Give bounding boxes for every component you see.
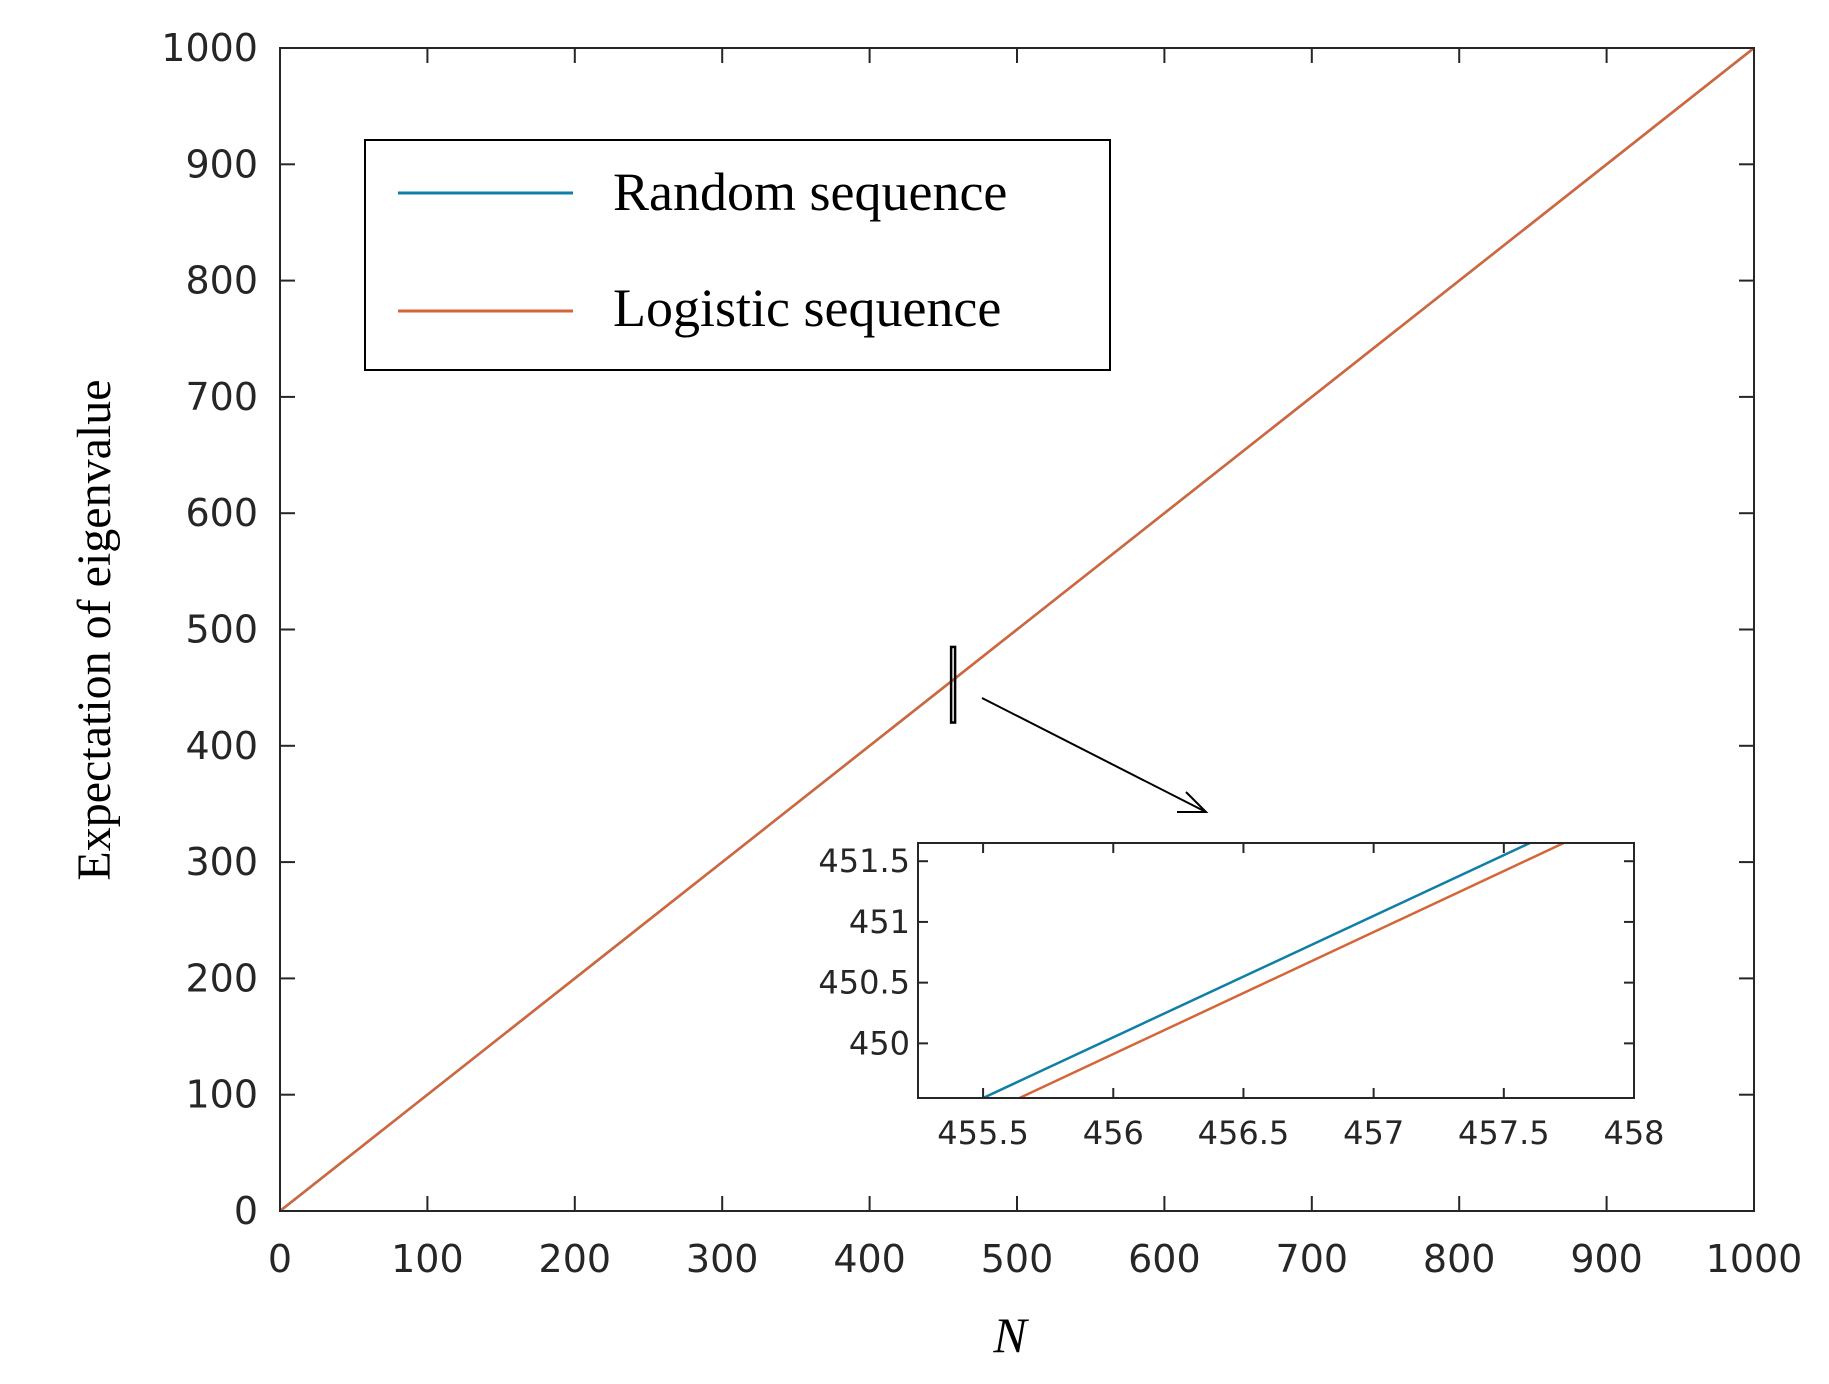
legend-label-random-sequence: Random sequence — [613, 162, 1007, 222]
main-axes: 0 100 200 300 400 500 600 700 800 900 1000 0 100 200 3… — [68, 26, 1802, 1363]
x-tick-label: 800 — [1423, 1237, 1496, 1281]
inset-series-line-random-sequence — [982, 841, 1531, 1100]
main-y-axis-label: Expectation of eigenvalue — [68, 379, 121, 880]
main-tick-labels: 0 100 200 300 400 500 600 700 800 900 1000 0 100 200 3… — [161, 26, 1802, 1281]
zoom-arrow — [981, 697, 1207, 813]
x-tick-label: 900 — [1570, 1237, 1643, 1281]
x-tick-label: 400 — [833, 1237, 906, 1281]
inset-tick-labels: 455.5 456 456.5 457 457.5 458 450 450.5 451 451.5 — [818, 842, 1664, 1152]
series-line-logistic-sequence — [279, 47, 1755, 1212]
inset-plot-box — [917, 842, 1635, 1099]
inset-x-tick-label: 458 — [1603, 1114, 1664, 1152]
y-tick-label: 100 — [185, 1073, 258, 1117]
inset-y-tick-label: 451.5 — [818, 842, 910, 880]
x-tick-label: 500 — [981, 1237, 1054, 1281]
y-tick-label: 700 — [185, 375, 258, 419]
inset-series-group — [982, 841, 1565, 1100]
legend: Random sequence Logistic sequence — [364, 139, 1111, 371]
inset-x-tick-label: 456.5 — [1198, 1114, 1290, 1152]
y-tick-label: 1000 — [161, 26, 258, 70]
inset-y-tick-label: 451 — [849, 903, 910, 941]
main-series-group — [279, 47, 1755, 1212]
main-ticks — [279, 47, 1755, 1212]
y-tick-label: 300 — [185, 840, 258, 884]
x-tick-label: 100 — [391, 1237, 464, 1281]
y-tick-label: 800 — [185, 259, 258, 303]
zoom-box — [949, 645, 957, 724]
zoom-arrow-head — [1177, 791, 1209, 813]
legend-label-logistic-sequence: Logistic sequence — [613, 278, 1001, 338]
inset-x-tick-label: 456 — [1083, 1114, 1144, 1152]
inset-x-tick-label: 455.5 — [937, 1114, 1029, 1152]
inset-x-tick-label: 457 — [1343, 1114, 1404, 1152]
y-tick-label: 400 — [185, 724, 258, 768]
inset-y-tick-label: 450 — [849, 1024, 910, 1062]
main-x-axis-label: N — [992, 1307, 1029, 1363]
x-tick-label: 1000 — [1706, 1237, 1803, 1281]
inset-series-line-logistic-sequence — [1018, 841, 1565, 1100]
y-tick-label: 900 — [185, 142, 258, 186]
inset-y-tick-label: 450.5 — [818, 964, 910, 1002]
inset-background — [918, 843, 1634, 1098]
x-tick-label: 600 — [1128, 1237, 1201, 1281]
x-tick-label: 0 — [268, 1237, 292, 1281]
inset-x-tick-label: 457.5 — [1458, 1114, 1550, 1152]
x-tick-label: 300 — [686, 1237, 759, 1281]
inset-ticks — [918, 843, 1635, 1098]
y-tick-label: 200 — [185, 956, 258, 1000]
x-tick-label: 700 — [1276, 1237, 1349, 1281]
zoom-annotation — [949, 645, 1209, 813]
y-tick-label: 0 — [234, 1189, 258, 1233]
inset-axes: 455.5 456 456.5 457 457.5 458 450 450.5 451 451.5 — [818, 841, 1665, 1152]
legend-box — [364, 139, 1111, 371]
y-tick-label: 600 — [185, 491, 258, 535]
y-tick-label: 500 — [185, 608, 258, 652]
x-tick-label: 200 — [539, 1237, 612, 1281]
